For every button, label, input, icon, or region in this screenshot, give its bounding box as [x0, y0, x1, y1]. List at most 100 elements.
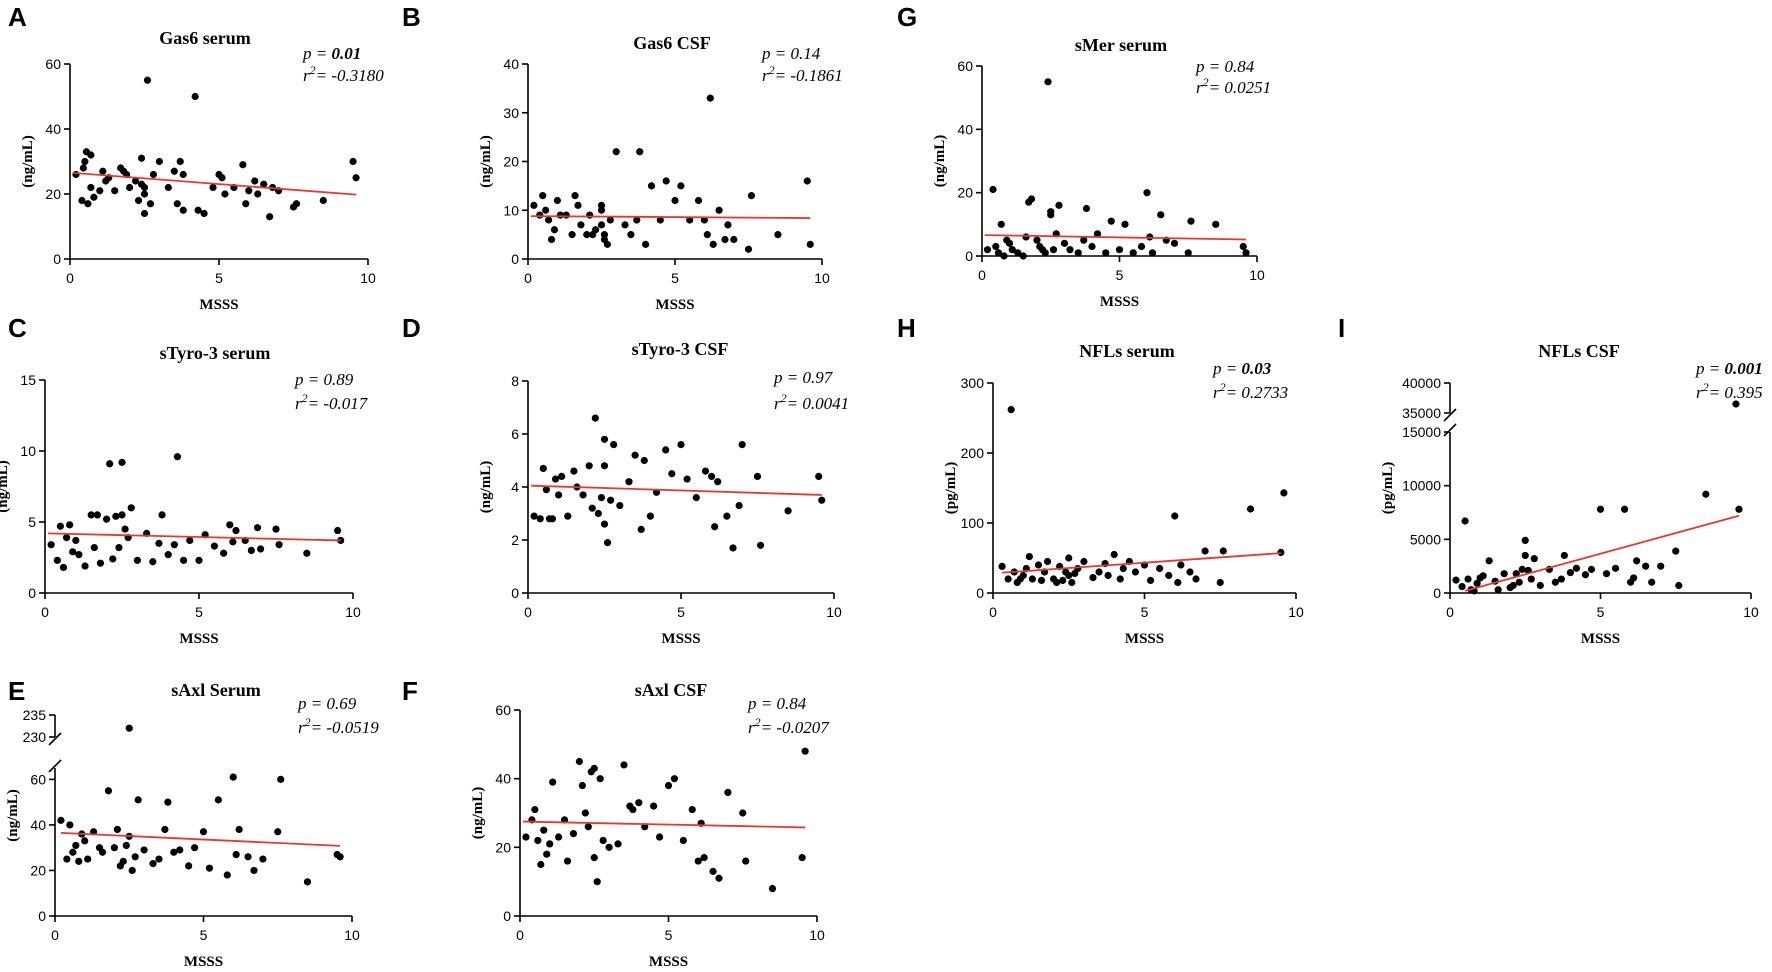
data-point — [1053, 578, 1061, 587]
data-point — [686, 216, 694, 224]
data-point — [244, 853, 252, 861]
data-point — [1500, 570, 1508, 578]
data-point — [1620, 505, 1629, 513]
data-point — [715, 874, 723, 882]
panel-letter: I — [1338, 313, 1345, 343]
data-point — [275, 541, 283, 549]
data-point — [179, 170, 187, 179]
r-squared: r2= 0.395 — [1696, 380, 1763, 402]
regression-line — [984, 234, 1247, 241]
y-tick-label: 5000 — [1410, 531, 1441, 547]
data-point — [170, 167, 178, 175]
x-axis-title: MSSS — [649, 954, 688, 970]
data-point — [1184, 249, 1192, 257]
data-point — [134, 796, 142, 804]
data-point — [677, 182, 685, 190]
data-point — [616, 501, 624, 510]
data-point — [709, 867, 717, 875]
x-axis-title: MSSS — [184, 954, 223, 970]
data-point — [1074, 564, 1082, 573]
data-point — [1007, 406, 1015, 414]
axis-break-mark — [1443, 423, 1457, 437]
r-squared: r2= 0.2733 — [1213, 380, 1288, 402]
data-point — [646, 512, 655, 520]
r2-label: r — [1213, 383, 1220, 402]
x-tick-label: 10 — [809, 927, 825, 943]
data-point — [590, 764, 598, 772]
x-tick-label: 0 — [66, 270, 74, 286]
data-point — [1037, 576, 1046, 585]
data-point — [72, 841, 80, 850]
data-point — [642, 240, 650, 248]
data-point — [600, 462, 609, 470]
data-point — [555, 491, 563, 499]
chart-title: sAxl CSF — [635, 680, 708, 700]
data-point — [989, 185, 997, 194]
data-point — [199, 828, 208, 836]
data-point — [756, 541, 765, 549]
regression-line — [1464, 514, 1740, 592]
y-tick-label: 100 — [961, 515, 985, 531]
data-point — [1242, 249, 1250, 257]
data-point — [724, 221, 732, 229]
data-point — [992, 242, 1000, 251]
r-squared: r2= -0.017 — [295, 391, 369, 413]
y-tick-label: 2 — [511, 532, 519, 548]
x-axis-title: MSSS — [655, 297, 694, 313]
data-point — [706, 94, 714, 102]
y-tick-label: 20 — [495, 839, 511, 855]
data-point — [700, 854, 708, 862]
data-point — [149, 558, 157, 566]
data-point — [173, 200, 181, 208]
chart-title: sTyro-3 serum — [160, 343, 271, 363]
data-point — [115, 543, 123, 552]
data-point — [597, 206, 606, 214]
data-point — [539, 464, 547, 473]
data-point — [250, 866, 258, 875]
data-point — [600, 520, 609, 528]
data-point — [87, 151, 95, 159]
x-tick-label: 0 — [41, 604, 49, 620]
data-point — [744, 245, 753, 253]
data-point — [735, 501, 743, 510]
r2-value: 0.0041 — [802, 394, 849, 413]
p-value: p = 0.84 — [1195, 57, 1255, 76]
p-value-number: 0.14 — [790, 44, 820, 63]
data-point — [1080, 557, 1088, 566]
data-point — [738, 441, 746, 449]
x-tick-label: 0 — [51, 927, 59, 943]
data-point — [692, 494, 700, 502]
data-point — [607, 496, 615, 504]
r2-equals: = — [761, 718, 777, 737]
data-point — [303, 549, 311, 557]
data-point — [1174, 578, 1182, 587]
data-point — [1104, 571, 1112, 580]
data-point — [140, 209, 149, 218]
data-point — [185, 862, 193, 870]
data-point — [798, 854, 806, 862]
data-point — [134, 196, 143, 205]
data-point — [1732, 400, 1740, 408]
data-point — [551, 475, 560, 483]
data-point — [336, 853, 344, 861]
data-point — [90, 193, 98, 201]
chart-title: sAxl Serum — [171, 680, 261, 700]
data-point — [1587, 565, 1596, 573]
data-point — [563, 857, 572, 865]
panel-letter: F — [402, 676, 418, 706]
data-point — [600, 435, 609, 443]
data-point — [98, 848, 107, 856]
y-tick-label: 6 — [511, 426, 519, 442]
data-point — [688, 805, 696, 814]
y-tick-label: 5 — [28, 514, 36, 530]
data-point — [1735, 505, 1743, 513]
data-point — [711, 523, 719, 531]
data-point — [569, 830, 578, 838]
x-tick-label: 5 — [665, 927, 673, 943]
data-point — [553, 196, 562, 205]
data-point — [292, 200, 301, 208]
data-point — [81, 562, 89, 570]
data-point — [620, 761, 628, 769]
data-point — [998, 562, 1006, 571]
